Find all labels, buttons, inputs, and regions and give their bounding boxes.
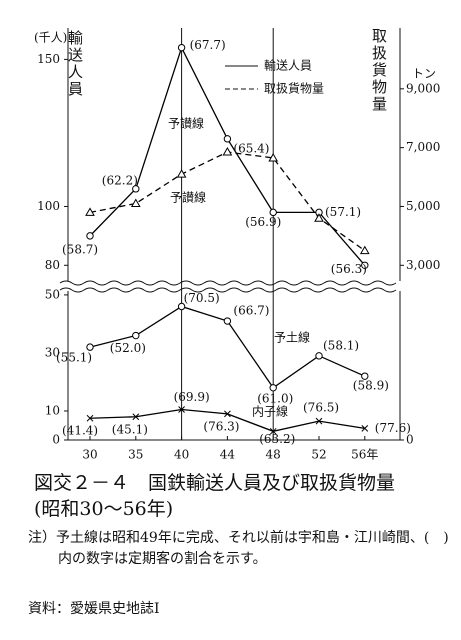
x-tick-label: 44 — [220, 448, 236, 462]
point-note: (58.1) — [323, 338, 359, 352]
x-tick-label: 48 — [266, 448, 281, 462]
point — [178, 406, 185, 413]
point — [86, 232, 94, 240]
point — [86, 343, 94, 351]
legend-label: 輸送人員 — [264, 58, 312, 73]
y-tick-label: 10 — [45, 403, 60, 417]
y-tick-label: 150 — [37, 52, 60, 66]
note: 注）予土線は昭和49年に完成、それ以前は宇和島・江川崎間、( )内の数字は定期客… — [28, 530, 449, 567]
line-label: 予讃線 — [170, 190, 206, 205]
axis-break — [59, 280, 397, 293]
x-tick-label: 52 — [311, 448, 326, 462]
point — [361, 372, 369, 380]
point — [177, 43, 186, 52]
point-note: (61.0) — [257, 391, 293, 405]
point — [361, 261, 369, 269]
point-note: (41.4) — [62, 424, 98, 438]
point — [269, 384, 277, 392]
point-note: (70.5) — [184, 291, 220, 305]
point-note: (56.3) — [331, 262, 367, 276]
y2-tick-label: 5,000 — [406, 199, 440, 213]
y-axis-unit: (千人) — [34, 31, 67, 45]
point — [224, 410, 231, 418]
point-note: (77.6) — [375, 421, 411, 435]
point — [269, 208, 277, 217]
legend-label: 取扱貨物量 — [264, 81, 324, 96]
y-tick-label: 30 — [45, 345, 60, 359]
point-note: (69.9) — [174, 390, 210, 404]
point — [86, 414, 94, 422]
point-note: (76.5) — [303, 401, 339, 415]
y2-axis-title: 取扱貨物量 — [370, 28, 388, 113]
point — [177, 302, 186, 311]
line-label: 内子線 — [252, 404, 288, 419]
point-note: (58.7) — [62, 242, 98, 256]
y-tick-label: 0 — [52, 433, 60, 447]
point-note: (66.7) — [233, 304, 269, 318]
y2-tick-label: 3,000 — [406, 258, 440, 272]
x-tick-label: 30 — [82, 448, 97, 462]
point-note: (67.7) — [190, 38, 226, 52]
point — [269, 427, 277, 435]
point-note: (63.2) — [259, 432, 295, 446]
point-note: (58.9) — [353, 379, 389, 393]
y-tick-label: 80 — [45, 258, 60, 272]
point — [132, 331, 140, 340]
point-note: (65.4) — [233, 141, 269, 155]
source: 資料：愛媛県史地誌Ⅰ — [28, 601, 160, 617]
y2-tick-label: 7,000 — [406, 140, 440, 154]
point-note: (62.2) — [102, 173, 138, 187]
point-note: (76.3) — [203, 419, 239, 433]
x-tick-label: 35 — [128, 448, 143, 462]
chart: (千人) 輸送人員 取扱貨物量 トン 輸送人員 取扱貨物量 予讃線 予讃線 予土… — [34, 28, 440, 462]
point — [315, 417, 323, 425]
series-line — [89, 151, 366, 252]
line-label: 予讃線 — [168, 116, 204, 131]
x-tick-label: 56年 — [351, 448, 378, 462]
point-note: (52.0) — [110, 341, 146, 355]
y2-tick-label: 9,000 — [406, 81, 440, 95]
series-line — [89, 45, 366, 266]
point — [130, 198, 141, 208]
y-tick-label: 100 — [37, 199, 60, 213]
y-tick-label: 50 — [45, 287, 60, 301]
x-tick-label: 40 — [174, 448, 189, 462]
point-note: (45.1) — [112, 422, 148, 436]
point-note: (57.1) — [325, 205, 361, 219]
point — [176, 169, 187, 178]
point — [268, 152, 279, 162]
line-label: 予土線 — [274, 330, 310, 345]
point-note: (56.9) — [245, 215, 281, 229]
point — [222, 147, 233, 156]
point — [223, 135, 232, 143]
point — [359, 245, 370, 255]
y2-tick-label: 0 — [406, 433, 414, 447]
y2-axis-unit: トン — [412, 67, 436, 81]
point — [361, 425, 369, 432]
point — [314, 213, 324, 222]
y-axis-title: 輸送人員 — [66, 30, 84, 98]
caption: 図交２－４ 国鉄輸送人員及び取扱貨物量(昭和30～56年) — [34, 472, 396, 520]
point — [315, 352, 323, 360]
point-note: (55.1) — [56, 351, 92, 365]
point — [223, 317, 232, 325]
point — [132, 413, 140, 421]
point — [85, 207, 95, 216]
point — [132, 185, 140, 193]
